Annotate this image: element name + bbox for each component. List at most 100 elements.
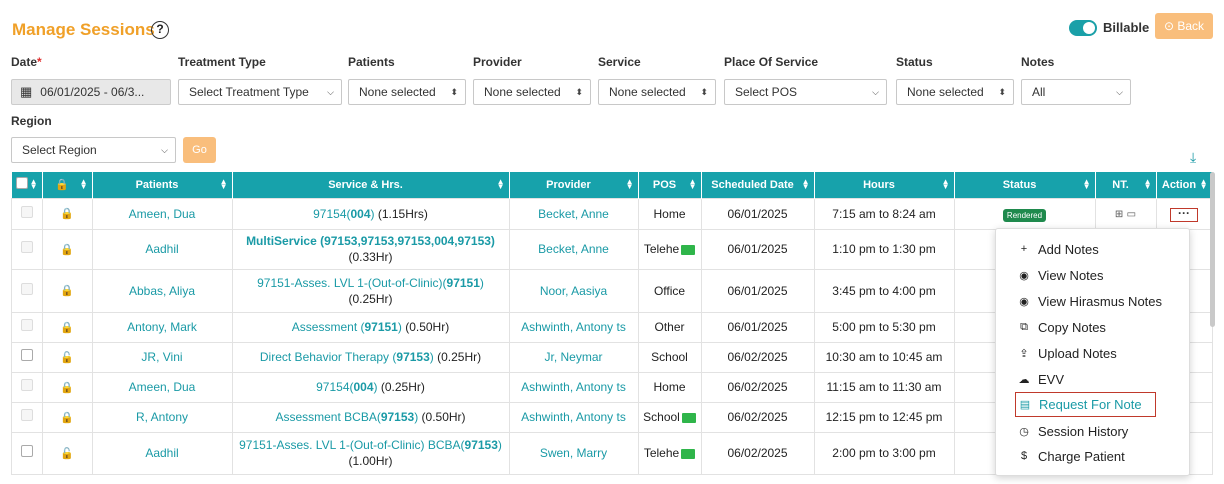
region-label: Region (11, 114, 52, 128)
col-status[interactable]: Status ▲ ▼ (954, 172, 1096, 198)
patient-link[interactable]: JR, Vini (91, 341, 233, 373)
service-cell[interactable]: Assessment BCBA(97153) (0.50Hr) (231, 401, 510, 433)
date-cell: 06/02/2025 (700, 401, 815, 433)
menu-session-history[interactable]: ◷ Session History (1019, 423, 1129, 439)
service-cell[interactable]: Assessment (97151) (0.50Hr) (231, 311, 510, 343)
lock-header[interactable]: 🔒 ▲ ▼ (42, 172, 93, 198)
table-row: 🔒 R, Antony Assessment BCBA(97153) (0.50… (11, 401, 1213, 433)
service-label: Service (598, 55, 641, 69)
patient-link[interactable]: Aadhil (91, 228, 233, 270)
row-checkbox[interactable] (20, 205, 33, 218)
row-checkbox[interactable] (20, 409, 33, 421)
add-note-icon[interactable]: ⊞ (1114, 208, 1124, 220)
video-icon (681, 412, 696, 423)
vertical-scrollbar[interactable] (1210, 172, 1215, 327)
service-cell[interactable]: 97151-Asses. LVL 1-(Out-of-Clinic)(97151… (231, 268, 510, 313)
col-action[interactable]: Action ▲ ▼ (1156, 172, 1213, 198)
provider-link[interactable]: Ashwinth, Antony ts (508, 401, 639, 433)
col-hours[interactable]: Hours ▲ ▼ (814, 172, 955, 198)
pos-cell: Other (637, 311, 702, 343)
col-patients[interactable]: Patients ▲ ▼ (92, 172, 233, 198)
sessions-table: ▲ ▼ 🔒 ▲ ▼ Patients ▲ ▼ Service & Hrs. ▲ ▼ Provi… (11, 172, 1213, 475)
download-icon[interactable]: ⤓ (1190, 149, 1197, 165)
comment-icon[interactable]: ▭ (1126, 208, 1137, 220)
menu-view-notes[interactable]: ◉ View Notes (1019, 267, 1104, 283)
menu-upload-notes[interactable]: ⇪ Upload Notes (1019, 345, 1117, 361)
service-cell[interactable]: 97154(004) (1.15Hrs) (231, 197, 510, 230)
go-button[interactable]: Go (183, 137, 216, 163)
row-checkbox[interactable] (20, 319, 33, 331)
row-checkbox[interactable] (20, 282, 33, 295)
notes-select[interactable]: All ⌵ (1021, 79, 1131, 105)
lock-closed-icon: 🔒 (60, 321, 74, 334)
provider-link[interactable]: Ashwinth, Antony ts (508, 371, 639, 403)
menu-add-notes[interactable]: + Add Notes (1018, 239, 1099, 259)
col-provider[interactable]: Provider ▲ ▼ (509, 172, 639, 198)
service-cell[interactable]: 97154(004) (0.25Hr) (231, 371, 510, 403)
col-nt[interactable]: NT. ▲ ▼ (1095, 172, 1157, 198)
service-cell[interactable]: Direct Behavior Therapy (97153) (0.25Hr) (231, 341, 510, 373)
menu-charge-patient[interactable]: $ Charge Patient (1018, 446, 1125, 466)
hours-cell: 2:00 pm to 3:00 pm (813, 431, 955, 475)
provider-link[interactable]: Noor, Aasiya (508, 268, 639, 313)
chevron-down-icon: ⌵ (327, 86, 334, 97)
select-all-checkbox[interactable] (15, 177, 28, 190)
lock-closed-icon: 🔒 (60, 243, 74, 256)
cloud-upload-icon: ☁ (1018, 373, 1030, 386)
provider-link[interactable]: Becket, Anne (508, 197, 639, 230)
provider-link[interactable]: Becket, Anne (508, 228, 639, 270)
region-select[interactable]: Select Region ⌵ (11, 137, 176, 163)
patient-link[interactable]: Aadhil (91, 431, 233, 475)
hours-cell: 7:15 am to 8:24 am (813, 197, 955, 230)
billable-toggle[interactable] (1069, 20, 1097, 36)
provider-link[interactable]: Ashwinth, Antony ts (508, 311, 639, 343)
provider-select[interactable]: None selected ⬍ (473, 79, 591, 105)
menu-view-hirasmus-notes[interactable]: ◉ View Hirasmus Notes (1019, 293, 1163, 309)
row-checkbox[interactable] (20, 241, 33, 253)
patient-link[interactable]: Ameen, Dua (91, 371, 233, 403)
table-row: 🔓 Aadhil 97151-Asses. LVL 1-(Out-of-Clin… (11, 431, 1213, 475)
menu-request-for-note[interactable]: ▤ Request For Note (1015, 392, 1156, 417)
upload-icon: ⇪ (1019, 347, 1029, 360)
lock-open-icon: 🔓 (60, 351, 74, 364)
col-pos[interactable]: POS ▲ ▼ (638, 172, 702, 198)
date-cell: 06/02/2025 (700, 341, 815, 373)
patient-link[interactable]: Abbas, Aliya (91, 268, 233, 313)
table-header: ▲ ▼ 🔒 ▲ ▼ Patients ▲ ▼ Service & Hrs. ▲ ▼ Provi… (11, 172, 1213, 198)
status-label: Status (896, 55, 933, 69)
hours-cell: 3:45 pm to 4:00 pm (813, 268, 955, 313)
pos-select[interactable]: Select POS ⌵ (724, 79, 887, 105)
hours-cell: 11:15 am to 11:30 am (813, 371, 955, 403)
service-cell[interactable]: MultiService (97153,97153,97153,004,9715… (231, 228, 510, 270)
select-all-header[interactable]: ▲ ▼ (11, 172, 43, 198)
pos-cell: Telehe (637, 431, 702, 475)
patient-link[interactable]: Ameen, Dua (91, 197, 233, 230)
patient-link[interactable]: Antony, Mark (91, 311, 233, 343)
back-button[interactable]: ⊙ Back (1155, 13, 1213, 39)
copy-icon: ⧉ (1020, 320, 1028, 333)
service-select[interactable]: None selected ⬍ (598, 79, 716, 105)
status-select[interactable]: None selected ⬍ (896, 79, 1014, 105)
menu-evv[interactable]: ☁ EVV (1018, 371, 1065, 387)
pos-cell: Home (637, 197, 702, 230)
patient-link[interactable]: R, Antony (91, 401, 233, 433)
action-menu-button[interactable]: ··· (1170, 207, 1198, 222)
menu-copy-notes[interactable]: ⧉ Copy Notes (1018, 317, 1106, 337)
date-range-input[interactable]: ▦ 06/01/2025 - 06/3... (11, 79, 171, 105)
service-cell[interactable]: 97151-Asses. LVL 1-(Out-of-Clinic) BCBA(… (231, 431, 510, 475)
date-cell: 06/01/2025 (700, 197, 815, 230)
provider-link[interactable]: Swen, Marry (508, 431, 639, 475)
provider-link[interactable]: Jr, Neymar (508, 341, 639, 373)
treatment-type-select[interactable]: Select Treatment Type ⌵ (178, 79, 342, 105)
col-scheduled-date[interactable]: Scheduled Date ▲ ▼ (701, 172, 815, 198)
pos-label: Place Of Service (724, 55, 819, 69)
row-checkbox[interactable] (20, 349, 33, 361)
row-checkbox[interactable] (20, 445, 33, 457)
status-badge: Rendered (1002, 208, 1047, 222)
col-service[interactable]: Service & Hrs. ▲ ▼ (232, 172, 510, 198)
help-icon[interactable]: ? (151, 21, 169, 39)
row-checkbox[interactable] (20, 379, 33, 391)
patients-label: Patients (348, 55, 395, 69)
page-title: Manage Sessions (12, 20, 155, 39)
patients-select[interactable]: None selected ⬍ (348, 79, 466, 105)
